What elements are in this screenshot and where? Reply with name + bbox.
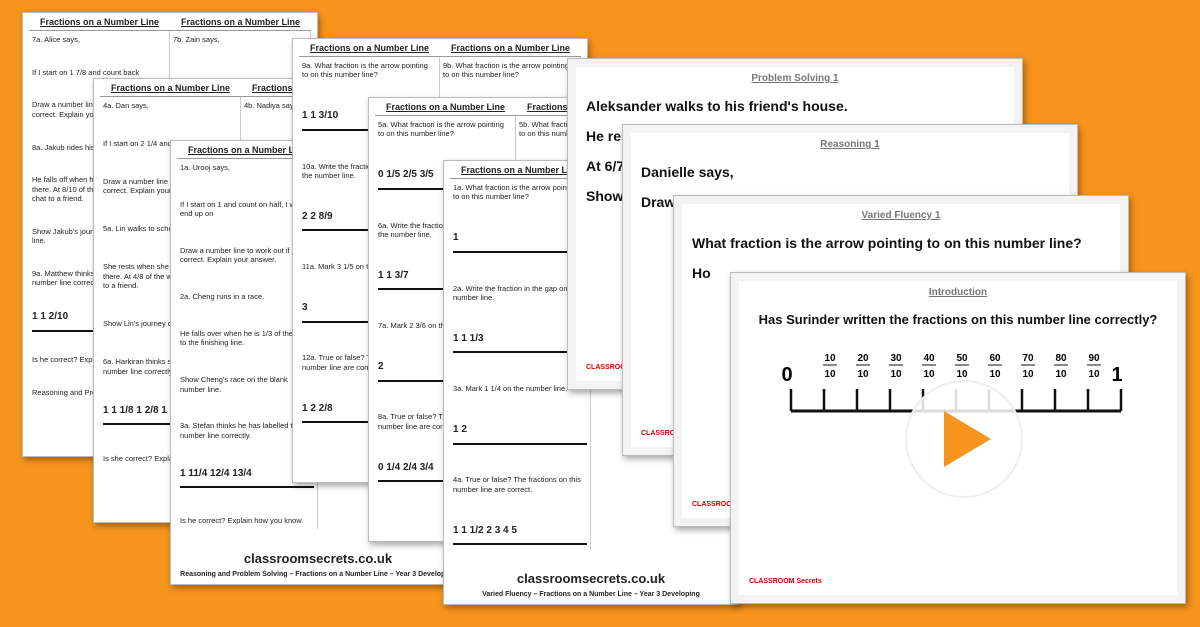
worksheet-title: Fractions on a Number Line: [450, 43, 571, 53]
slide-text: Show: [586, 188, 624, 204]
footer-caption: Varied Fluency – Fractions on a Number L…: [482, 591, 700, 598]
question-text: 9a. What fraction is the arrow pointing …: [302, 61, 428, 80]
question-text: 8a. True or false? The fractions on this…: [378, 412, 506, 431]
worksheet-title: Fractions on a Number Line: [385, 102, 506, 112]
denominator: 10: [857, 369, 869, 380]
denominator: 10: [956, 369, 968, 380]
question-text: 1a. What fraction is the arrow pointing …: [453, 183, 579, 202]
question-text: 7a. Alice says,: [32, 35, 80, 44]
question-text: 8a. Jakub rides his scooter.: [32, 142, 123, 152]
slide-title: Problem Solving 1: [751, 73, 839, 84]
denominator: 10: [890, 369, 902, 380]
slide-body: Introduction Has Surinder written the fra…: [739, 281, 1177, 595]
question-text: 5a. What fraction is the arrow pointing …: [378, 120, 504, 139]
question-text: Draw a number line to work out if she is…: [180, 246, 312, 265]
question-text: 6a. Harkiran thinks she has labelled the…: [103, 357, 235, 376]
logo: CLASSROOM Secrets: [749, 578, 822, 585]
question-text: Show Lin's journey on the number line.: [103, 319, 233, 329]
numerator: 40: [923, 353, 935, 364]
worksheet-title: Fractions on a Number Line: [39, 17, 160, 27]
question-text: 7b. Zain says,: [173, 35, 220, 44]
slide-text: Ho: [692, 265, 711, 281]
denominator: 10: [989, 369, 1001, 380]
number-line: 1 11/4 12/4 13/4: [180, 468, 314, 489]
worksheet-title: Fractions on a Number Line: [460, 165, 581, 175]
worksheet-title: Fractions on a Number Line: [110, 83, 231, 93]
question-text: 2a. Write the fraction in the gap on the…: [453, 283, 581, 302]
slide-text: Danielle says,: [641, 164, 734, 180]
number-line: 1 2: [453, 424, 587, 445]
question-text: If I start on 1 7/8 and count back: [32, 67, 140, 77]
question-text: 7a. Mark 2 3/6 on the number line.: [378, 321, 493, 330]
question-text: 10a. Write the fractions in the gaps on …: [302, 161, 429, 180]
numerator: 60: [989, 353, 1001, 364]
question-text: 4a. Dan says,: [103, 101, 149, 110]
worksheet-title: Fractions on a Number Line: [309, 43, 430, 53]
slide-text: At 6/7: [586, 158, 625, 174]
start-label: 0: [781, 364, 792, 386]
denominator: 10: [923, 369, 935, 380]
denominator: 10: [1088, 369, 1100, 380]
question-text: He falls over when he is 1/3 of the way …: [180, 329, 309, 348]
numerator: 90: [1088, 353, 1100, 364]
question-text: If I start on 2 1/4 and count back 5: [103, 139, 217, 148]
question-text: 6a. Write the fractions in the gaps on t…: [378, 220, 501, 239]
question-text: 4a. True or false? The fractions on this…: [453, 475, 581, 494]
question-text: Show Cheng's race on the blank number li…: [180, 375, 288, 394]
question-text: 4b. Nadiya says,: [244, 101, 300, 110]
question-text: Reasoning and Problem Solving: [32, 387, 140, 397]
question-text: She rests when she is 1/8 of the way the…: [103, 262, 236, 291]
question-text: 1a. Urooj says,: [180, 163, 231, 172]
slide-text: Draw: [641, 194, 676, 210]
numerator: 10: [824, 353, 836, 364]
slide-title: Varied Fluency 1: [861, 210, 941, 221]
footer-url: classroomsecrets.co.uk: [516, 571, 666, 586]
question-text: 3a. Mark 1 1/4 on the number line.: [453, 384, 568, 393]
slide-title: Reasoning 1: [820, 139, 880, 150]
numerator: 80: [1055, 353, 1067, 364]
question-text: Draw a number line to work out if he is …: [103, 177, 231, 196]
slide-title: Introduction: [928, 287, 988, 298]
question-text: 3a. Stefan thinks he has labelled the nu…: [180, 421, 301, 440]
worksheet-title: Fractions on a Number Line: [180, 17, 301, 27]
question-text: 9b. What fraction is the arrow pointing …: [443, 61, 569, 80]
footer-caption: Reasoning and Problem Solving – Fraction…: [180, 571, 456, 578]
slide-text: Aleksander walks to his friend's house.: [586, 98, 848, 114]
numerator: 70: [1022, 353, 1034, 364]
numerator: 30: [890, 353, 902, 364]
slide-text: Has Surinder written the fractions on th…: [758, 312, 1158, 327]
denominator: 10: [1055, 369, 1067, 380]
question-text: 5a. Lin walks to school.: [103, 224, 181, 234]
end-label: 1: [1111, 364, 1122, 386]
number-line: 0 1 10 10 20 10 30 10 40 10 50 10 60 10 70 10 80 10 90 10: [781, 353, 1123, 498]
logo: CLASSROOM Secrets: [692, 501, 765, 508]
question-text: 2a. Cheng runs in a race.: [180, 292, 265, 302]
question-text: Is she correct? Explain how you know.: [103, 453, 231, 463]
number-line: 1 1 1/2 2 3 4 5: [453, 525, 587, 545]
denominator: 10: [824, 369, 836, 380]
worksheet-title: Fractions on a Number Line: [187, 145, 308, 155]
numerator: 50: [956, 353, 968, 364]
denominator: 10: [1022, 369, 1034, 380]
footer-url: classroomsecrets.co.uk: [243, 551, 393, 566]
slide: Introduction Has Surinder written the fra…: [730, 272, 1186, 604]
numerator: 20: [857, 353, 869, 364]
question-text: Is he correct? Explain how you know.: [180, 515, 304, 525]
question-text: If I start on 1 and count on half, I wil…: [180, 199, 301, 219]
question-text: 11a. Mark 3 1/5 on the number line.: [302, 262, 420, 271]
play-icon: [944, 411, 991, 467]
slide-text: What fraction is the arrow pointing to o…: [692, 235, 1082, 251]
number-line: 1 1 1/3: [453, 333, 587, 354]
number-line: 1: [453, 232, 587, 253]
worksheet-header: Fractions on a Number Line Fractions on a…: [299, 43, 581, 57]
worksheet-header: Fractions on a Number Line Fractions on a…: [29, 17, 311, 31]
